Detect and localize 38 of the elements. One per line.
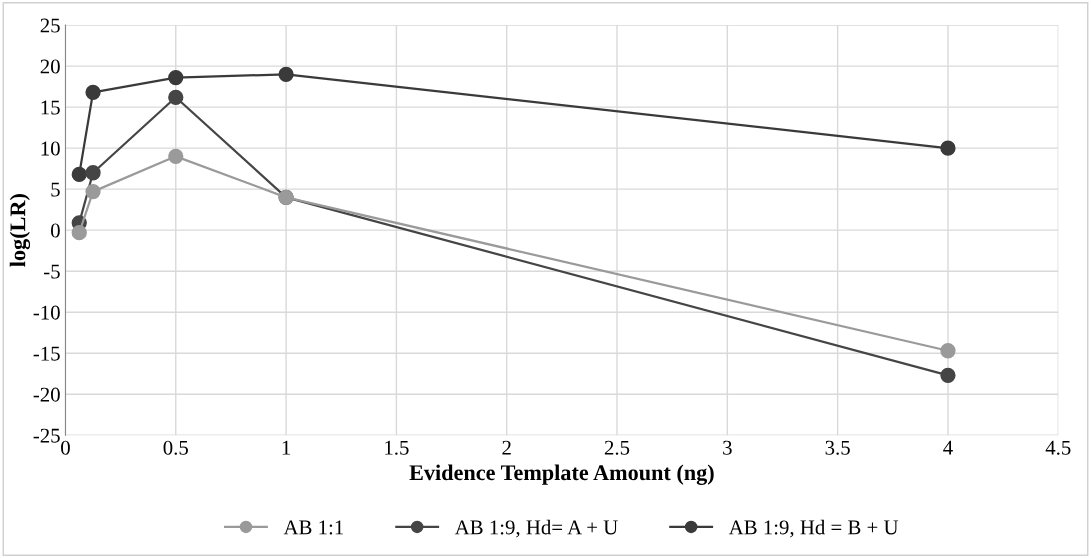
point — [278, 66, 294, 82]
y-tick-label: 10 — [41, 141, 60, 156]
y-tick-label: 5 — [51, 182, 60, 197]
x-tick-label: 3.5 — [825, 440, 850, 455]
x-tick-label: 0.5 — [163, 440, 188, 455]
x-tick-label: 0 — [61, 440, 70, 455]
point — [71, 224, 87, 241]
legend-label: AB 1:1 — [283, 520, 343, 535]
point — [85, 165, 101, 181]
point — [940, 343, 956, 359]
legend-label: AB 1:9, Hd = B + U — [728, 519, 899, 538]
x-tick-label: 2.5 — [604, 440, 630, 455]
x-axis-title: Evidence Template Amount (ng) — [409, 464, 714, 485]
y-tick-label: 15 — [41, 100, 60, 115]
point — [71, 166, 87, 183]
y-tick-label: -5 — [44, 264, 60, 279]
x-tick-label: 1.5 — [385, 440, 409, 455]
y-tick-label: -25 — [33, 428, 60, 443]
y-tick-label: -20 — [33, 387, 60, 402]
x-tick-label: 2 — [502, 440, 511, 455]
legend-label: AB 1:9, Hd= A + U — [454, 519, 618, 538]
point — [168, 69, 184, 86]
y-tick-label: 25 — [40, 18, 60, 33]
x-tick-label: 4.5 — [1045, 440, 1071, 455]
y-tick-label: -15 — [33, 346, 60, 361]
y-tick-label: 0 — [50, 223, 60, 238]
point — [168, 148, 184, 164]
point — [940, 140, 956, 156]
point — [85, 183, 101, 200]
point — [940, 367, 956, 384]
x-tick-label: 4 — [943, 440, 953, 455]
y-tick-label: -10 — [33, 305, 60, 320]
y-axis-title: log(LR) — [9, 194, 31, 267]
point — [85, 84, 101, 101]
x-tick-label: 1 — [282, 440, 291, 455]
y-tick-label: 20 — [40, 59, 60, 74]
x-tick-label: 3 — [723, 440, 732, 455]
point — [168, 89, 184, 105]
